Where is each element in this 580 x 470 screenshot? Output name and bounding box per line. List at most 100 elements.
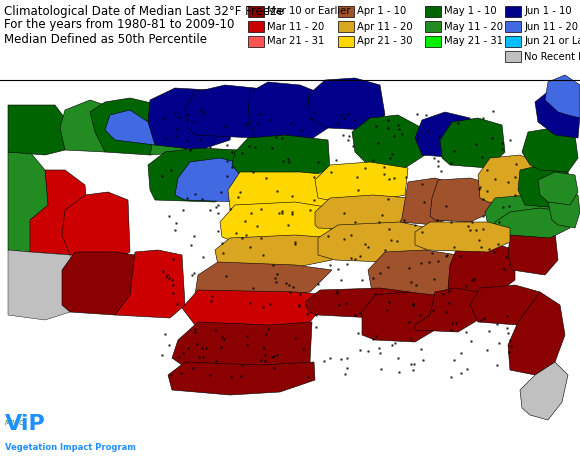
- Point: [394, 125, 403, 133]
- Point: [235, 188, 245, 196]
- Point: [380, 171, 389, 178]
- Point: [343, 260, 352, 268]
- Point: [311, 311, 321, 318]
- Point: [477, 153, 487, 161]
- Point: [189, 269, 198, 277]
- Point: [259, 304, 268, 311]
- Text: Mar 10 or Earlier: Mar 10 or Earlier: [267, 7, 350, 16]
- Point: [291, 238, 300, 246]
- Point: [383, 195, 393, 203]
- Point: [336, 277, 345, 284]
- Point: [341, 299, 350, 307]
- Point: [205, 143, 214, 150]
- Bar: [425, 21, 441, 32]
- Point: [402, 173, 411, 181]
- Point: [404, 264, 414, 272]
- Polygon shape: [485, 195, 552, 230]
- Point: [447, 159, 456, 167]
- Point: [237, 149, 246, 157]
- Point: [368, 274, 378, 282]
- Text: Mar 11 - 20: Mar 11 - 20: [267, 22, 324, 31]
- Point: [226, 373, 235, 381]
- Point: [478, 195, 488, 203]
- Point: [265, 117, 274, 124]
- Point: [355, 309, 364, 317]
- Point: [172, 125, 181, 133]
- Point: [345, 132, 354, 139]
- Point: [447, 320, 456, 327]
- Point: [505, 203, 514, 210]
- Point: [295, 302, 304, 310]
- Point: [502, 253, 511, 261]
- Point: [262, 330, 271, 338]
- Point: [408, 301, 418, 309]
- Polygon shape: [0, 80, 580, 455]
- Point: [303, 373, 313, 381]
- Point: [510, 191, 520, 199]
- Point: [436, 168, 445, 175]
- Point: [256, 235, 266, 242]
- Point: [256, 110, 265, 118]
- Polygon shape: [105, 110, 155, 145]
- Point: [326, 168, 335, 176]
- Polygon shape: [215, 235, 334, 268]
- Point: [284, 282, 293, 289]
- Point: [385, 226, 394, 233]
- Point: [243, 120, 252, 127]
- Polygon shape: [115, 250, 185, 318]
- Point: [157, 352, 166, 359]
- Point: [450, 356, 459, 364]
- Point: [383, 117, 393, 124]
- Point: [490, 175, 499, 182]
- Point: [350, 116, 359, 124]
- Bar: [248, 21, 264, 32]
- Polygon shape: [545, 75, 580, 118]
- Point: [410, 360, 419, 368]
- Point: [242, 341, 252, 349]
- Bar: [338, 6, 354, 17]
- Bar: [248, 6, 264, 17]
- Point: [424, 258, 433, 266]
- Polygon shape: [470, 285, 540, 325]
- Point: [441, 252, 451, 260]
- Point: [409, 301, 418, 308]
- Point: [333, 288, 342, 295]
- Point: [267, 353, 277, 361]
- Polygon shape: [185, 85, 285, 138]
- Point: [208, 293, 217, 300]
- Point: [506, 337, 515, 344]
- Point: [494, 339, 503, 346]
- Polygon shape: [315, 162, 408, 202]
- Point: [492, 321, 502, 328]
- Point: [242, 232, 251, 239]
- Point: [503, 330, 513, 337]
- Text: No Recent Frz: No Recent Frz: [524, 52, 580, 62]
- Point: [350, 218, 359, 225]
- Polygon shape: [168, 362, 315, 395]
- Point: [375, 219, 384, 226]
- Point: [512, 160, 521, 168]
- Point: [197, 196, 206, 203]
- Point: [490, 248, 499, 256]
- Point: [265, 300, 274, 307]
- Point: [314, 158, 323, 166]
- Point: [288, 211, 297, 218]
- Text: ViP: ViP: [5, 414, 46, 434]
- Bar: [505, 36, 521, 47]
- Point: [161, 274, 171, 281]
- Point: [238, 361, 247, 368]
- Point: [289, 283, 298, 290]
- Bar: [248, 36, 264, 47]
- Point: [248, 169, 258, 176]
- Polygon shape: [535, 90, 580, 138]
- Point: [218, 250, 227, 257]
- Point: [161, 134, 170, 141]
- Text: MPCC: MPCC: [5, 420, 25, 426]
- Point: [277, 209, 287, 217]
- Point: [351, 311, 360, 318]
- Polygon shape: [440, 118, 505, 168]
- Text: Vegetation Impact Program: Vegetation Impact Program: [5, 443, 136, 452]
- Point: [227, 163, 236, 171]
- Bar: [505, 6, 521, 17]
- Point: [303, 310, 312, 317]
